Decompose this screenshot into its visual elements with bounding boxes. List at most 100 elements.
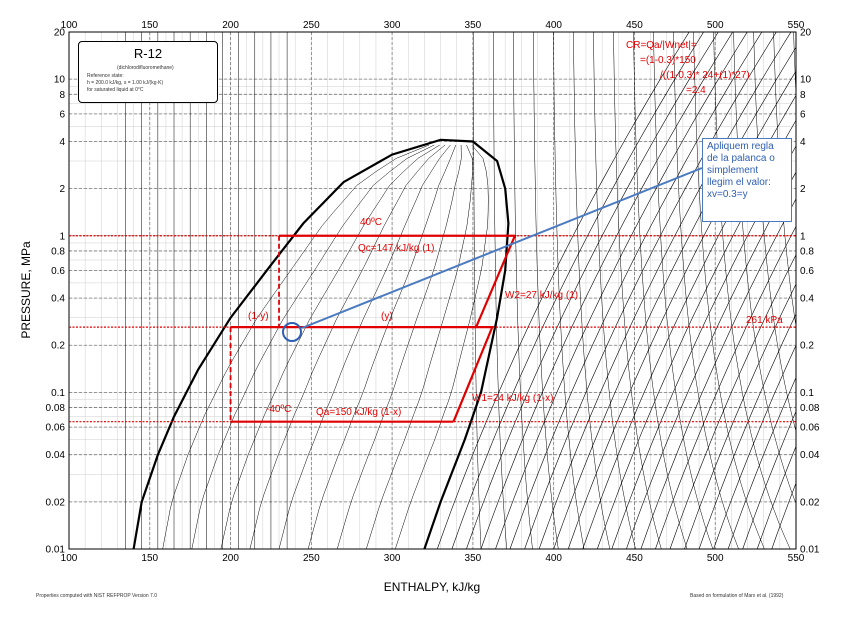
lever-rule-callout: Apliquem regla de la palanca o simplemen… — [702, 138, 792, 222]
x-tick-top: 500 — [707, 20, 724, 31]
legend-line-1: (dichlorodifluoromethane) — [117, 65, 174, 71]
y-tick-right: 8 — [800, 90, 806, 101]
x-tick-bottom: 250 — [303, 553, 320, 564]
callout-leader — [301, 167, 703, 329]
quality-line — [162, 144, 430, 549]
x-tick-top: 200 — [222, 20, 239, 31]
y-tick-right: 0.4 — [800, 294, 814, 305]
isotherm-line — [533, 32, 559, 549]
cr-line-3: /((1-0.3)* 24+(1)*27) — [660, 70, 750, 81]
isentrope-line — [655, 225, 796, 549]
isotherm-line — [513, 32, 533, 549]
y-tick-right: 0.1 — [800, 388, 814, 399]
y-tick-right: 10 — [800, 75, 812, 86]
quality-line — [395, 144, 489, 549]
quality-line — [336, 144, 462, 549]
w2-label: W2=27 kJ/kg (1) — [505, 290, 579, 301]
y-tick-left: 0.4 — [51, 294, 65, 305]
chart-grid — [68, 31, 797, 550]
x-tick-bottom: 200 — [222, 553, 239, 564]
property-curves — [125, 32, 796, 549]
x-tick-bottom: 150 — [141, 553, 158, 564]
cr-line-2: =(1-0.3)*150 — [640, 55, 696, 66]
isentrope-line — [495, 32, 748, 549]
x-tick-bottom: 450 — [626, 553, 643, 564]
isentrope-line — [684, 283, 796, 549]
isotherm-line — [673, 32, 739, 549]
y-tick-left: 0.06 — [46, 423, 66, 434]
isentrope-line — [669, 254, 796, 549]
isotherm-line — [753, 32, 796, 433]
isotherm-line — [713, 32, 791, 549]
isentrope-line — [626, 171, 796, 549]
y-tick-left: 8 — [59, 90, 65, 101]
x-tick-top: 150 — [141, 20, 158, 31]
qc-label: Qc=147 kJ/kg (1) — [358, 243, 435, 254]
y-tick-left: 0.6 — [51, 266, 65, 277]
legend-line-3: h = 200.0 kJ/kg, s = 1.00 kJ/(kg·K) — [87, 80, 164, 86]
isentrope-line — [582, 94, 796, 549]
isentrope-line — [771, 482, 796, 549]
y-tick-right: 1 — [800, 231, 806, 242]
isotherm-line — [613, 32, 662, 549]
legend-line-4: for saturated liquid at 0°C — [87, 87, 144, 93]
isentrope-line — [466, 32, 719, 549]
pressure-261-label: 261 kPa — [746, 315, 783, 326]
y-tick-right: 0.08 — [800, 403, 820, 414]
y-tick-left: 0.2 — [51, 341, 65, 352]
footnote-right: Based on formulation of Marx et al. (199… — [690, 593, 784, 599]
y-tick-left: 4 — [59, 137, 65, 148]
x-tick-top: 400 — [545, 20, 562, 31]
temp-low-label: -40ºC — [266, 404, 292, 415]
y-tick-right: 0.04 — [800, 450, 820, 461]
x-tick-top: 350 — [465, 20, 482, 31]
label-1-minus-y: (1-y) — [248, 311, 269, 322]
isotherm-line — [653, 32, 714, 549]
x-tick-bottom: 100 — [61, 553, 78, 564]
y-tick-left: 0.1 — [51, 388, 65, 399]
x-tick-bottom: 500 — [707, 553, 724, 564]
compression-line — [452, 235, 516, 423]
y-tick-left: 0.01 — [46, 545, 66, 556]
x-tick-bottom: 350 — [465, 553, 482, 564]
isentrope-line — [742, 410, 796, 549]
y-tick-right: 0.02 — [800, 497, 820, 508]
y-tick-left: 0.08 — [46, 403, 66, 414]
y-tick-left: 0.8 — [51, 246, 65, 257]
y-tick-right: 0.6 — [800, 266, 814, 277]
x-tick-top: 450 — [626, 20, 643, 31]
isentrope-line — [611, 145, 796, 549]
quality-line — [249, 144, 446, 549]
y-tick-right: 20 — [800, 28, 812, 39]
isentrope-line — [524, 32, 777, 549]
legend-title: R-12 — [133, 46, 163, 61]
isentrope-line — [567, 70, 796, 549]
isotherm-line — [593, 32, 636, 549]
refrigeration-cycle — [69, 234, 796, 423]
isotherm-line — [693, 32, 765, 549]
saturation-dome — [132, 138, 510, 549]
y-tick-right: 0.2 — [800, 341, 814, 352]
x-tick-bottom: 300 — [384, 553, 401, 564]
quality-line — [220, 144, 440, 549]
y-tick-left: 0.04 — [46, 450, 66, 461]
isotherm-line — [733, 32, 796, 505]
w1-label: W1=24 kJ/kg (1-x) — [472, 393, 554, 404]
label-y: (y) — [381, 311, 393, 322]
y-tick-left: 6 — [59, 109, 65, 120]
y-tick-right: 6 — [800, 109, 806, 120]
legend-line-2: Reference state: — [87, 73, 124, 79]
y-tick-left: 10 — [54, 75, 66, 86]
y-tick-left: 20 — [54, 28, 66, 39]
isentrope-line — [713, 344, 796, 549]
axis-ticks: 100 100 150 150 200 200 250 250 300 300 350 350 400 4… — [46, 20, 820, 564]
quality-line — [307, 144, 457, 549]
y-tick-left: 1 — [59, 231, 65, 242]
y-tick-right: 0.8 — [800, 246, 814, 257]
isotherm-line — [573, 32, 611, 549]
state-point-marker — [282, 322, 302, 342]
y-tick-right: 0.01 — [800, 545, 820, 556]
quality-line — [278, 144, 451, 549]
isentrope-line — [756, 445, 796, 549]
